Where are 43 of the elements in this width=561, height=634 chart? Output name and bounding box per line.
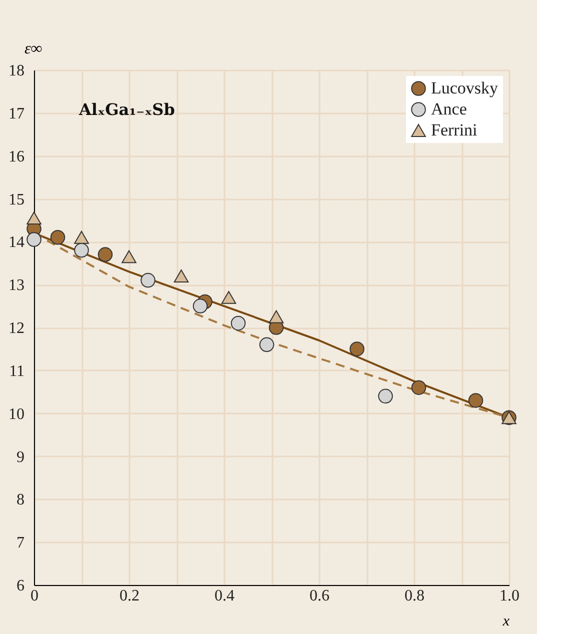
y-tick-label: 17 [8,105,24,122]
point [378,388,393,404]
y-tick-label: 11 [9,362,24,380]
point [174,270,189,282]
x-tick-label: 0.6 [310,588,330,604]
legend-label: Lucovsky [431,78,499,98]
y-tick-label: 8 [16,492,24,509]
legend-label: Ance [431,100,467,118]
x-axis-title: x [502,614,510,630]
point [74,230,89,244]
x-tick-label: 0.8 [404,588,424,604]
point [259,337,274,352]
point [350,342,364,356]
text: AlₓGa₁₋ₓSb [78,100,175,119]
y-tick-label: 12 [8,320,24,337]
y-tick-label: 14 [8,234,24,252]
x-tick-label: 0 [30,588,38,604]
point [98,247,113,262]
point [122,250,136,264]
x-tick-label: 0.2 [120,588,140,604]
y-tick-label: 9 [16,448,24,466]
y-tick-label: 15 [8,191,24,208]
point [50,230,66,245]
point [221,290,236,304]
point [411,380,426,395]
point [230,316,246,331]
legend-label: Ferrini [431,120,478,140]
y-tick-label: 6 [16,578,24,594]
point [268,310,284,324]
point [74,242,89,258]
y-tick-label: 7 [16,534,24,552]
x-tick-label: 1.0 [500,588,520,604]
point [140,272,156,288]
point [192,298,208,314]
point [468,393,484,408]
y-tick-label: 16 [8,148,24,166]
point [26,232,42,247]
point [26,212,42,225]
y-tick-label: 18 [8,62,24,80]
y-axis-title: ε∞ [24,40,42,58]
x-tick-label: 0.4 [214,588,234,604]
y-tick-label: 10 [8,406,24,423]
y-tick-label: 13 [8,277,24,294]
